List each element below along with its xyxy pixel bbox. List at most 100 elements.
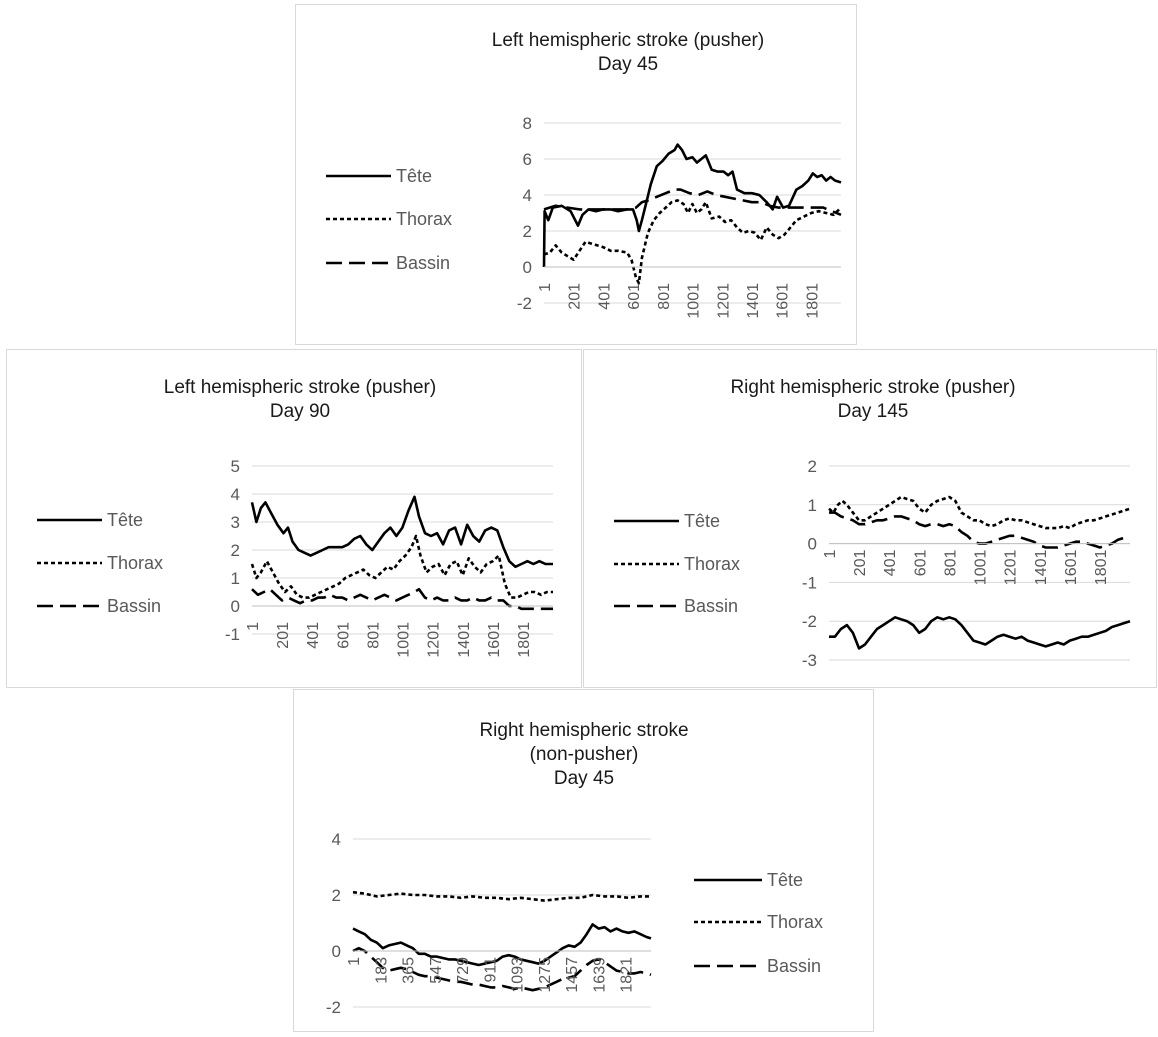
x-tick-label-1: 1 <box>822 550 839 559</box>
legend-label-tete: Tête <box>684 511 720 531</box>
x-tick-label-201: 201 <box>567 283 584 310</box>
y-tick-label-0: 0 <box>523 258 532 277</box>
chart-svg-right-day145: Right hemispheric stroke (pusher) Day 145… <box>614 377 1131 670</box>
x-tick-label-1: 1 <box>537 283 554 292</box>
legend-label-thorax: Thorax <box>767 912 823 932</box>
x-tick-label-401: 401 <box>882 550 899 577</box>
chart-panel-left-day45: Left hemispheric stroke (pusher) Day 45 -2… <box>295 4 857 345</box>
x-tick-label-1: 1 <box>245 622 262 631</box>
x-tick-label-1601: 1601 <box>1063 549 1080 585</box>
x-tick-label-729: 729 <box>455 957 472 984</box>
series-line-thorax <box>828 495 1131 530</box>
y-tick-label-4: 4 <box>332 830 341 849</box>
x-tick-label-1093: 1093 <box>510 957 527 993</box>
x-tick-label-1275: 1275 <box>537 957 554 993</box>
x-tick-label-801: 801 <box>366 622 383 649</box>
series-line-bassin <box>829 511 1130 549</box>
x-tick-label-801: 801 <box>943 550 960 577</box>
x-tick-label-401: 401 <box>596 283 613 310</box>
y-tick-label-6: 6 <box>523 150 532 169</box>
x-tick-label-1801: 1801 <box>516 622 533 658</box>
chart-title-line-1: Left hemispheric stroke (pusher) <box>492 30 764 51</box>
x-tick-label-801: 801 <box>656 283 673 310</box>
x-tick-label-1001: 1001 <box>686 283 703 319</box>
x-tick-label-1201: 1201 <box>1003 549 1020 585</box>
chart-title-line-1: Right hemispheric stroke (pusher) <box>730 377 1015 398</box>
x-tick-label-401: 401 <box>305 622 322 649</box>
x-tick-label-1: 1 <box>346 957 363 966</box>
chart-title-line-2: Day 45 <box>598 54 658 75</box>
legend-label-thorax: Thorax <box>684 554 740 574</box>
chart-panel-right-nonpusher-day45: Right hemispheric stroke (non-pusher) Day … <box>293 689 874 1032</box>
series-line-tete <box>352 923 652 967</box>
legend-label-thorax: Thorax <box>107 553 163 573</box>
y-tick-label-0: 0 <box>332 942 341 961</box>
chart-title-line-1: Right hemispheric stroke <box>479 720 688 741</box>
y-tick-label-3: -3 <box>802 651 817 670</box>
legend-label-bassin: Bassin <box>767 956 821 976</box>
legend-label-thorax: Thorax <box>396 209 452 229</box>
x-tick-label-547: 547 <box>428 957 445 984</box>
y-tick-label-1: 1 <box>808 496 817 515</box>
x-tick-label-1601: 1601 <box>775 283 792 319</box>
x-tick-label-1401: 1401 <box>745 283 762 319</box>
y-tick-label-2: -2 <box>517 294 532 313</box>
x-tick-label-1639: 1639 <box>591 957 608 993</box>
y-tick-label-4: 4 <box>231 485 240 504</box>
legend-label-bassin: Bassin <box>107 596 161 616</box>
y-tick-label-2: -2 <box>802 612 817 631</box>
series-line-thorax <box>352 890 651 902</box>
x-tick-label-1601: 1601 <box>486 622 503 658</box>
y-tick-label-2: 2 <box>523 222 532 241</box>
series-line-bassin <box>543 188 842 217</box>
x-tick-label-1401: 1401 <box>1033 549 1050 585</box>
x-tick-label-601: 601 <box>335 622 352 649</box>
chart-panel-left-day90: Left hemispheric stroke (pusher) Day 90 -1… <box>6 349 582 688</box>
y-tick-label-0: 0 <box>808 535 817 554</box>
x-tick-label-183: 183 <box>373 957 390 984</box>
chart-svg-left-day45: Left hemispheric stroke (pusher) Day 45 -2… <box>326 30 842 319</box>
y-tick-label-0: 0 <box>231 597 240 616</box>
series-line-thorax <box>250 534 553 599</box>
y-tick-label-1: -1 <box>802 573 817 592</box>
x-tick-label-1457: 1457 <box>564 957 581 993</box>
legend-label-tete: Tête <box>767 870 803 890</box>
chart-svg-left-day90: Left hemispheric stroke (pusher) Day 90 -1… <box>37 377 553 658</box>
x-tick-label-601: 601 <box>626 283 643 310</box>
chart-panel-right-day145: Right hemispheric stroke (pusher) Day 145… <box>583 349 1157 688</box>
y-tick-label-3: 3 <box>231 513 240 532</box>
series-line-tete <box>829 616 1131 650</box>
y-tick-label-4: 4 <box>523 186 532 205</box>
y-tick-label-2: 2 <box>808 457 817 476</box>
x-tick-label-1401: 1401 <box>456 622 473 658</box>
y-tick-label-8: 8 <box>523 114 532 133</box>
x-tick-label-201: 201 <box>275 622 292 649</box>
x-tick-label-365: 365 <box>401 957 418 984</box>
x-tick-label-1801: 1801 <box>1093 549 1110 585</box>
legend-label-bassin: Bassin <box>396 253 450 273</box>
legend-label-bassin: Bassin <box>684 596 738 616</box>
chart-title-line-2: Day 145 <box>838 401 909 422</box>
y-tick-label-5: 5 <box>231 457 240 476</box>
series-line-bassin <box>251 587 553 611</box>
legend-label-tete: Tête <box>107 510 143 530</box>
x-tick-label-1201: 1201 <box>426 622 443 658</box>
series-line-bassin <box>352 946 652 992</box>
y-tick-label-2: 2 <box>332 886 341 905</box>
chart-title-line-2: Day 90 <box>270 401 330 422</box>
y-tick-label-1: 1 <box>231 569 240 588</box>
chart-svg-right-nonpusher-day45: Right hemispheric stroke (non-pusher) Day … <box>326 720 823 1017</box>
x-tick-label-1001: 1001 <box>396 622 413 658</box>
x-tick-label-1801: 1801 <box>804 283 821 319</box>
chart-title-line-1: Left hemispheric stroke (pusher) <box>164 377 436 398</box>
x-tick-label-201: 201 <box>852 550 869 577</box>
x-tick-label-1201: 1201 <box>715 283 732 319</box>
series-line-tete <box>542 143 842 268</box>
x-tick-label-911: 911 <box>482 957 499 983</box>
series-line-thorax <box>543 199 842 285</box>
y-tick-label-2: 2 <box>231 541 240 560</box>
x-tick-label-1001: 1001 <box>973 549 990 585</box>
legend-label-tete: Tête <box>396 166 432 186</box>
series-line-tete <box>250 495 553 569</box>
x-tick-label-601: 601 <box>912 550 929 577</box>
